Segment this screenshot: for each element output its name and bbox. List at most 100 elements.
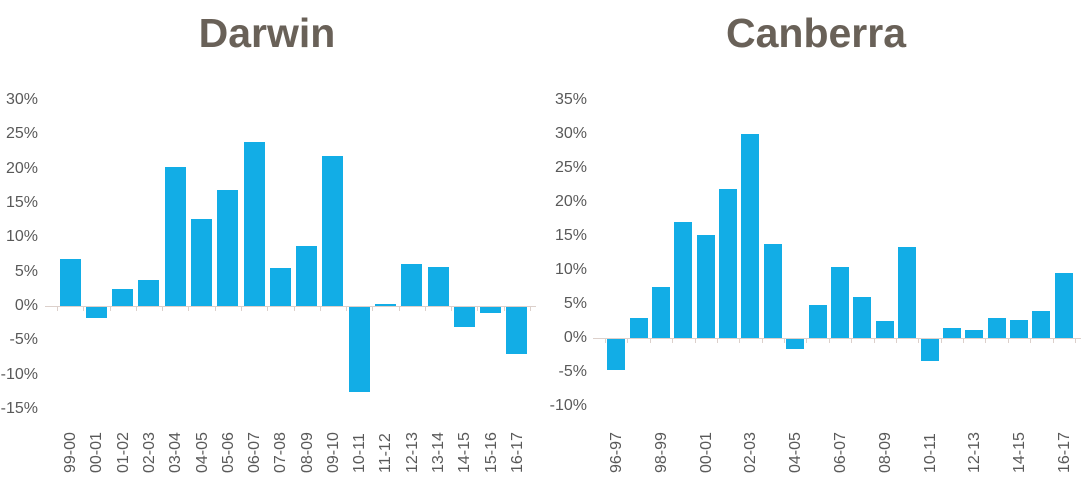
x-axis-label: 16-17 — [1056, 432, 1073, 473]
bar-08-09 — [876, 321, 894, 338]
x-axis-label: 04-05 — [194, 432, 211, 473]
bar-06-07 — [831, 267, 849, 338]
x-axis-label: 09-10 — [325, 432, 342, 473]
x-axis-label: 07-08 — [272, 432, 289, 473]
x-axis-tick — [504, 307, 505, 311]
y-axis-label: 15% — [554, 227, 587, 244]
x-axis-label: 00-01 — [88, 432, 105, 473]
x-axis-tick — [451, 307, 452, 311]
bar-08-09 — [296, 246, 317, 306]
chart-title-darwin: Darwin — [198, 10, 336, 56]
x-axis-tick — [530, 307, 531, 311]
x-axis-tick — [83, 307, 84, 311]
bar-10-11 — [921, 339, 939, 361]
y-axis-label: 5% — [563, 295, 587, 312]
y-axis-label: 35% — [554, 91, 587, 108]
x-axis-tick — [320, 307, 321, 311]
y-axis-label: 20% — [5, 159, 38, 177]
bar-97-98 — [630, 318, 648, 338]
y-axis-label: 10% — [554, 261, 587, 278]
x-axis-label: 11-12 — [377, 433, 394, 473]
bar-00-01 — [86, 307, 107, 318]
y-axis-label: 30% — [554, 125, 587, 142]
bar-01-02 — [719, 189, 737, 338]
y-axis-label: -5% — [558, 363, 587, 380]
bar-14-15 — [454, 307, 475, 327]
x-axis-tick — [985, 339, 986, 343]
x-axis-tick — [627, 339, 628, 343]
x-axis-tick — [188, 307, 189, 311]
bar-00-01 — [697, 235, 715, 338]
x-axis-tick — [399, 307, 400, 311]
bar-11-12 — [943, 328, 961, 338]
y-axis-label: 25% — [554, 159, 587, 176]
x-axis-label: 96-97 — [608, 432, 625, 473]
x-axis-label: 02-03 — [742, 432, 759, 473]
x-axis-tick — [963, 339, 964, 343]
x-axis-label: 05-06 — [220, 432, 237, 473]
x-axis-label: 10-11 — [351, 433, 368, 473]
x-axis-tick — [162, 307, 163, 311]
y-axis-label: 15% — [5, 193, 38, 211]
bar-16-17 — [506, 307, 527, 354]
x-axis-label: 16-17 — [509, 432, 526, 473]
x-axis-tick — [695, 339, 696, 343]
bar-07-08 — [853, 297, 871, 338]
x-axis-label: 08-09 — [299, 432, 316, 473]
x-axis-tick — [425, 307, 426, 311]
x-axis-label: 14-15 — [456, 432, 473, 473]
bar-06-07 — [244, 142, 265, 306]
bar-01-02 — [112, 289, 133, 306]
chart-title-canberra: Canberra — [725, 10, 906, 56]
bar-12-13 — [401, 264, 422, 306]
x-axis-tick — [941, 339, 942, 343]
x-axis-tick — [477, 307, 478, 311]
x-axis-label: 14-15 — [1011, 432, 1028, 473]
x-axis-label: 10-11 — [922, 433, 939, 473]
x-axis-label: 06-07 — [246, 432, 263, 473]
x-axis-tick — [739, 339, 740, 343]
bar-15-16 — [1032, 311, 1050, 338]
bar-16-17 — [1055, 273, 1073, 338]
x-axis-label: 99-00 — [62, 432, 79, 473]
y-axis-label: -5% — [9, 331, 38, 349]
bar-04-05 — [191, 219, 212, 306]
bar-99-00 — [60, 259, 81, 306]
y-axis-label: 25% — [5, 125, 38, 143]
y-axis-label: 10% — [5, 228, 38, 246]
x-axis-label: 12-13 — [966, 432, 983, 473]
x-axis-tick — [1075, 339, 1076, 343]
bar-04-05 — [786, 339, 804, 349]
bar-09-10 — [322, 156, 343, 306]
bar-12-13 — [965, 330, 983, 338]
x-axis-tick — [717, 339, 718, 343]
x-axis-label: 01-02 — [115, 432, 132, 473]
bar-96-97 — [607, 339, 625, 370]
y-axis-label: 30% — [5, 90, 38, 108]
y-axis-label: -10% — [549, 397, 587, 414]
bar-05-06 — [217, 190, 238, 306]
bar-13-14 — [428, 267, 449, 306]
x-axis-line — [593, 338, 1081, 339]
bar-02-03 — [138, 280, 159, 306]
x-axis-tick — [605, 339, 606, 343]
x-axis-tick — [346, 307, 347, 311]
x-axis-tick — [1030, 339, 1031, 343]
x-axis-tick — [215, 307, 216, 311]
x-axis-label: 02-03 — [141, 432, 158, 473]
bar-09-10 — [898, 247, 916, 338]
x-axis-tick — [110, 307, 111, 311]
y-axis-label: 5% — [14, 262, 38, 280]
bar-07-08 — [270, 268, 291, 306]
x-axis-tick — [372, 307, 373, 311]
x-axis-label: 03-04 — [167, 432, 184, 473]
x-axis-tick — [241, 307, 242, 311]
x-axis-tick — [672, 339, 673, 343]
x-axis-tick — [806, 339, 807, 343]
x-axis-tick — [762, 339, 763, 343]
x-axis-tick — [267, 307, 268, 311]
bar-10-11 — [349, 307, 370, 392]
y-axis-label: 0% — [563, 329, 587, 346]
x-axis-label: 04-05 — [787, 432, 804, 473]
